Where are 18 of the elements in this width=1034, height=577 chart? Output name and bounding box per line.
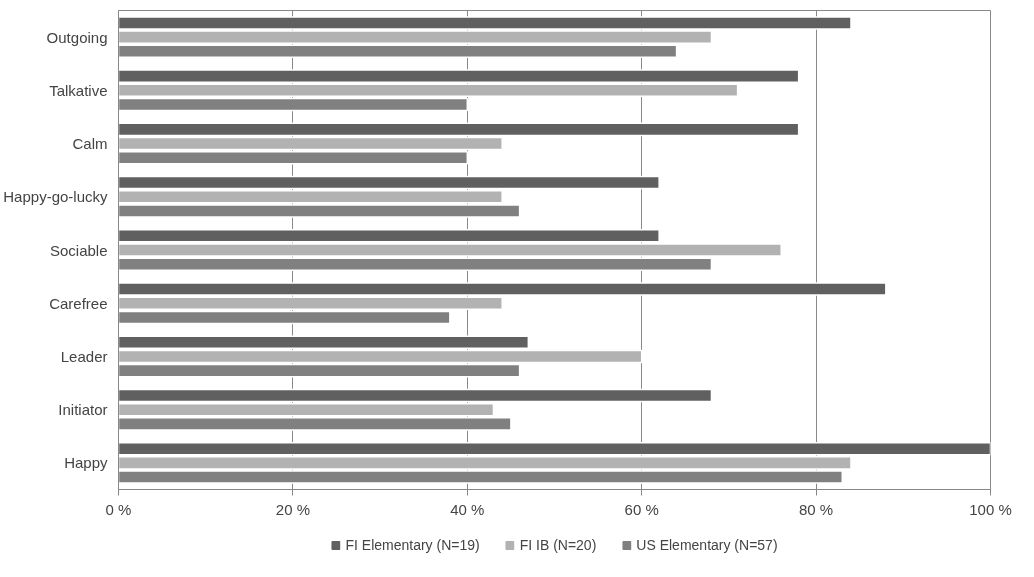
y-tick-label: Outgoing	[46, 28, 108, 46]
y-tick-label: Initiator	[58, 401, 108, 419]
x-tick-label: 80 %	[799, 500, 834, 518]
x-tick-label: 60 %	[624, 500, 659, 518]
y-tick-label: Leader	[60, 347, 108, 365]
y-tick-label: Talkative	[49, 81, 108, 99]
y-tick-label: Carefree	[49, 294, 108, 312]
y-tick-label: Happy-go-lucky	[3, 188, 108, 206]
x-tick-label: 0 %	[105, 500, 132, 518]
y-tick-label: Sociable	[49, 241, 108, 259]
legend-label: FI Elementary (N=19)	[345, 537, 480, 553]
y-tick-label: Happy	[64, 454, 108, 472]
x-tick-label: 100 %	[969, 500, 1012, 518]
legend-label: US Elementary (N=57)	[636, 537, 778, 553]
x-tick-label: 20 %	[275, 500, 311, 518]
legend-label: FI IB (N=20)	[519, 537, 597, 553]
x-tick-label: 40 %	[450, 500, 485, 518]
y-tick-label: Calm	[72, 135, 108, 153]
